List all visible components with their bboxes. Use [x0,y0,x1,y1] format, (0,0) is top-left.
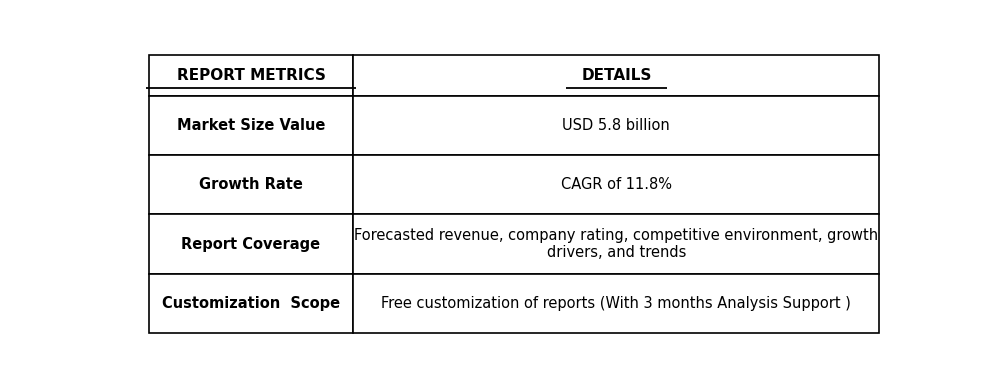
Text: USD 5.8 billion: USD 5.8 billion [562,118,669,133]
Bar [353,215,879,274]
Bar [353,274,879,333]
Bar [148,155,353,215]
Text: Free customization of reports (With 3 months Analysis Support ): Free customization of reports (With 3 mo… [381,296,851,311]
Bar [148,215,353,274]
Text: Growth Rate: Growth Rate [198,177,303,192]
Bar [353,96,879,155]
Bar [353,155,879,215]
Text: Market Size Value: Market Size Value [176,118,325,133]
Bar [148,55,353,96]
Text: DETAILS: DETAILS [580,68,651,83]
Text: REPORT METRICS: REPORT METRICS [176,68,325,83]
Bar [148,274,353,333]
Text: Report Coverage: Report Coverage [181,237,321,252]
Text: Customization  Scope: Customization Scope [161,296,340,311]
Text: CAGR of 11.8%: CAGR of 11.8% [560,177,671,192]
Bar [148,96,353,155]
Text: Forecasted revenue, company rating, competitive environment, growth
drivers, and: Forecasted revenue, company rating, comp… [354,228,878,260]
Bar [353,55,879,96]
